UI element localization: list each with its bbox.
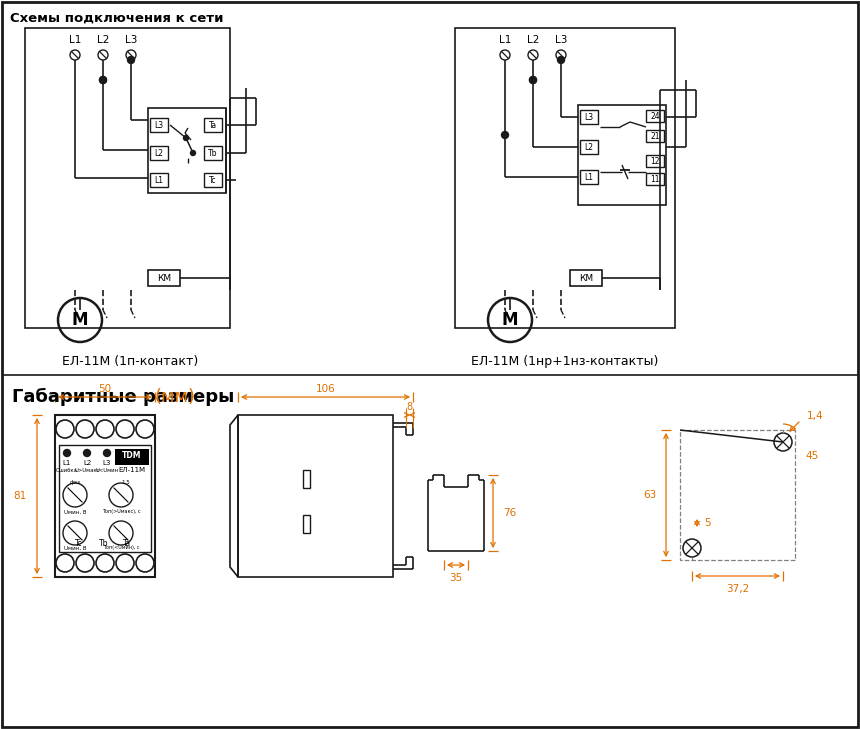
- Text: 24: 24: [650, 112, 660, 120]
- Text: 106: 106: [316, 384, 335, 394]
- Circle shape: [100, 77, 107, 84]
- Text: Tb: Tb: [208, 149, 218, 157]
- Text: L1: L1: [63, 460, 71, 466]
- Circle shape: [100, 77, 107, 84]
- Circle shape: [127, 57, 134, 63]
- Circle shape: [191, 150, 195, 155]
- Bar: [303, 515, 310, 533]
- Text: 1,5: 1,5: [121, 480, 130, 485]
- Text: Ta: Ta: [209, 120, 217, 130]
- Circle shape: [64, 450, 71, 456]
- Text: ЕЛ-11М (1п-контакт): ЕЛ-11М (1п-контакт): [62, 355, 198, 368]
- Text: 45: 45: [805, 451, 818, 461]
- Text: L3: L3: [155, 120, 163, 130]
- Text: Uмин, В: Uмин, В: [64, 510, 86, 515]
- Text: L2: L2: [585, 142, 593, 152]
- Text: Uмин, В: Uмин, В: [64, 545, 86, 550]
- Text: L2: L2: [97, 35, 109, 45]
- Bar: [580, 140, 598, 154]
- Bar: [580, 110, 598, 124]
- Text: КМ: КМ: [157, 273, 171, 283]
- Circle shape: [530, 77, 537, 84]
- Bar: [238, 415, 393, 577]
- Bar: [570, 270, 602, 286]
- Text: L1: L1: [69, 35, 81, 45]
- Circle shape: [557, 57, 564, 63]
- Text: M: M: [71, 311, 89, 329]
- Text: 50: 50: [98, 384, 112, 394]
- Bar: [646, 173, 664, 185]
- Text: L2: L2: [83, 460, 91, 466]
- Bar: [204, 146, 222, 160]
- Text: фаз: фаз: [70, 480, 81, 485]
- Bar: [578, 105, 666, 205]
- Text: 63: 63: [642, 490, 656, 500]
- Text: 76: 76: [503, 508, 516, 518]
- Circle shape: [103, 450, 110, 456]
- Bar: [680, 430, 795, 560]
- Text: КМ: КМ: [579, 273, 593, 283]
- Text: 81: 81: [14, 491, 27, 501]
- Bar: [455, 28, 675, 328]
- Text: Схемы подключения к сети: Схемы подключения к сети: [10, 12, 224, 25]
- Text: ЕЛ-11М: ЕЛ-11М: [119, 467, 145, 473]
- Text: Габаритные размеры: Габаритные размеры: [12, 388, 235, 406]
- Bar: [148, 270, 180, 286]
- Text: L1: L1: [585, 173, 593, 182]
- Text: Tоп(<Uмин), с: Tоп(<Uмин), с: [102, 545, 139, 550]
- Text: L3: L3: [103, 460, 111, 466]
- Bar: [204, 118, 222, 132]
- Text: L2: L2: [155, 149, 163, 157]
- Text: L3: L3: [585, 112, 593, 122]
- Text: Ошибка: Ошибка: [56, 467, 78, 472]
- Text: 8: 8: [407, 402, 413, 412]
- Bar: [646, 130, 664, 142]
- Text: 1,4: 1,4: [807, 411, 824, 421]
- Bar: [580, 170, 598, 184]
- Bar: [59, 445, 151, 552]
- Bar: [150, 118, 168, 132]
- Text: Tc: Tc: [209, 176, 217, 184]
- Circle shape: [183, 136, 188, 141]
- Text: U>Uмакс: U>Uмакс: [74, 467, 100, 472]
- Text: Tc: Tc: [76, 539, 83, 548]
- Text: 37,2: 37,2: [726, 584, 749, 594]
- Bar: [150, 173, 168, 187]
- Text: L1: L1: [499, 35, 511, 45]
- Text: 21: 21: [650, 131, 660, 141]
- Circle shape: [530, 77, 537, 84]
- Bar: [150, 146, 168, 160]
- Text: Tb: Tb: [99, 539, 108, 548]
- Bar: [646, 155, 664, 167]
- Text: M: M: [501, 311, 519, 329]
- Bar: [303, 470, 310, 488]
- Bar: [55, 415, 155, 577]
- Text: L3: L3: [125, 35, 138, 45]
- Bar: [204, 173, 222, 187]
- Circle shape: [501, 131, 508, 139]
- Text: ЕЛ-11М (1нр+1нз-контакты): ЕЛ-11М (1нр+1нз-контакты): [471, 355, 659, 368]
- Text: L1: L1: [155, 176, 163, 184]
- Text: L2: L2: [527, 35, 539, 45]
- Circle shape: [83, 450, 90, 456]
- Text: 11: 11: [650, 174, 660, 184]
- Text: Ta: Ta: [123, 539, 131, 548]
- Text: (мм): (мм): [155, 388, 196, 406]
- Text: TDM: TDM: [122, 451, 142, 459]
- Text: Tоп(>Uмакс), с: Tоп(>Uмакс), с: [101, 510, 140, 515]
- Text: L3: L3: [555, 35, 568, 45]
- Bar: [25, 28, 230, 328]
- Text: 5: 5: [704, 518, 710, 528]
- Text: 12: 12: [650, 157, 660, 165]
- Text: U<Uмин: U<Uмин: [95, 467, 119, 472]
- Bar: [646, 110, 664, 122]
- Text: 35: 35: [450, 573, 463, 583]
- Bar: [148, 108, 226, 193]
- Bar: [115, 449, 149, 465]
